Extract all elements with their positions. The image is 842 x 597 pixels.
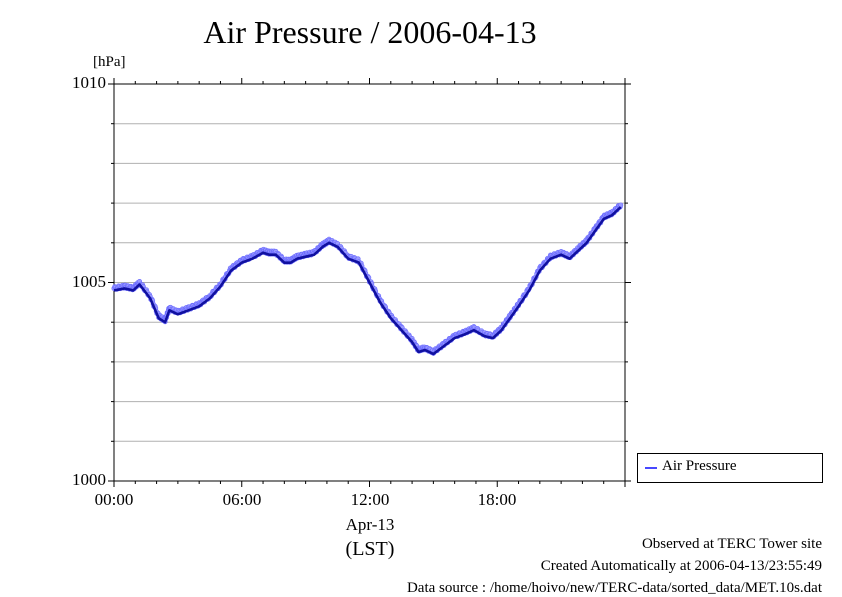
legend-swatch xyxy=(645,467,657,469)
chart-title: Air Pressure / 2006-04-13 xyxy=(203,14,537,50)
footer-source: Data source : /home/hoivo/new/TERC-data/… xyxy=(406,580,822,596)
footer-created: Created Automatically at 2006-04-13/23:5… xyxy=(540,558,822,574)
x-tick-label: 00:00 xyxy=(94,490,134,509)
y-tick-label: 1000 xyxy=(72,470,106,489)
x-axis-date-label: Apr-13 xyxy=(345,515,395,534)
grid-lines xyxy=(114,123,625,442)
x-tick-label: 18:00 xyxy=(477,490,517,509)
legend: Air Pressure xyxy=(637,453,823,483)
axis-ticks xyxy=(108,78,631,487)
footer-observed: Observed at TERC Tower site xyxy=(641,536,822,552)
series-group xyxy=(111,202,624,356)
x-tick-label: 06:00 xyxy=(222,490,262,509)
y-axis-unit: [hPa] xyxy=(93,54,126,70)
y-tick-label: 1010 xyxy=(72,73,106,92)
x-tick-label: 12:00 xyxy=(350,490,390,509)
legend-label: Air Pressure xyxy=(662,458,737,474)
series-line-air-pressure xyxy=(113,206,622,356)
series-marker xyxy=(618,202,624,208)
x-axis-label: (LST) xyxy=(345,538,395,560)
y-tick-label: 1005 xyxy=(72,272,106,291)
